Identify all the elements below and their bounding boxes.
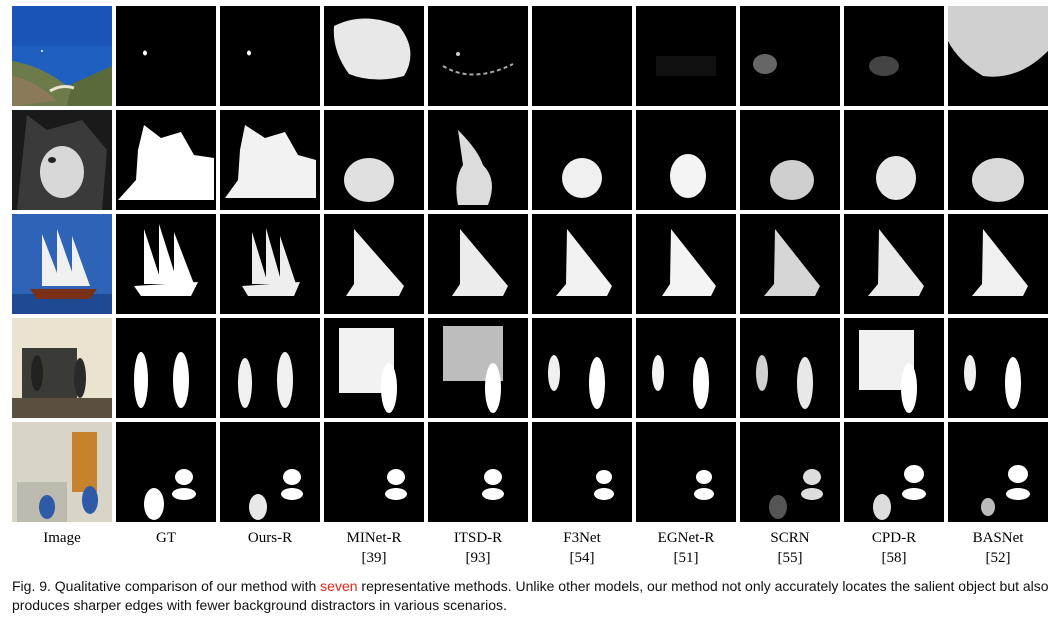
minet-mask-sailboat — [324, 214, 424, 314]
itsd-mask-pedestrians — [428, 318, 528, 418]
itsd-mask-sailboat — [428, 214, 528, 314]
cpd-mask-cat — [844, 110, 944, 210]
figure-caption: Fig. 9. Qualitative comparison of our me… — [12, 577, 1052, 615]
input-image-pedestrians — [12, 318, 112, 418]
ours-mask-cat — [220, 110, 320, 210]
column-name: ITSD-R — [453, 530, 503, 546]
minet-mask-lab — [324, 422, 424, 522]
cpd-mask-pedestrians — [844, 318, 944, 418]
itsd-mask-lab — [428, 422, 528, 522]
f3net-mask-cat — [532, 110, 632, 210]
minet-mask-cat — [324, 110, 424, 210]
f3net-mask-sailboat — [532, 214, 632, 314]
gt-mask-coast — [116, 6, 216, 106]
column-reference: [93] — [465, 550, 491, 566]
basnet-mask-sailboat — [948, 214, 1048, 314]
column-label-minet: MINet-R [39] — [322, 528, 426, 568]
input-image-lab — [12, 422, 112, 522]
column-name: CPD-R — [871, 530, 917, 546]
column-label-egnet: EGNet-R [51] — [634, 528, 738, 568]
gt-mask-pedestrians — [116, 318, 216, 418]
f3net-mask-pedestrians — [532, 318, 632, 418]
column-label-f3net: F3Net [54] — [530, 528, 634, 568]
column-name: SCRN — [770, 530, 810, 546]
ours-mask-pedestrians — [220, 318, 320, 418]
column-name: BASNet — [972, 530, 1024, 546]
column-label-ours: Ours-R — [218, 528, 322, 548]
column-label-basnet: BASNet [52] — [946, 528, 1050, 568]
cpd-mask-sailboat — [844, 214, 944, 314]
minet-mask-pedestrians — [324, 318, 424, 418]
column-reference: [51] — [673, 550, 699, 566]
egnet-mask-lab — [636, 422, 736, 522]
column-name: Ours-R — [247, 530, 293, 546]
column-name: Image — [43, 530, 81, 546]
f3net-mask-coast — [532, 6, 632, 106]
cpd-mask-coast — [844, 6, 944, 106]
scrn-mask-lab — [740, 422, 840, 522]
egnet-mask-sailboat — [636, 214, 736, 314]
column-label-scrn: SCRN [55] — [738, 528, 842, 568]
egnet-mask-pedestrians — [636, 318, 736, 418]
column-reference: [54] — [569, 550, 595, 566]
column-reference: [39] — [361, 550, 387, 566]
scrn-mask-sailboat — [740, 214, 840, 314]
column-reference: [52] — [985, 550, 1011, 566]
column-name: MINet-R — [346, 530, 402, 546]
basnet-mask-cat — [948, 110, 1048, 210]
ours-mask-lab — [220, 422, 320, 522]
column-name: GT — [156, 530, 176, 546]
egnet-mask-cat — [636, 110, 736, 210]
basnet-mask-pedestrians — [948, 318, 1048, 418]
itsd-mask-cat — [428, 110, 528, 210]
gt-mask-lab — [116, 422, 216, 522]
basnet-mask-lab — [948, 422, 1048, 522]
column-reference: [55] — [777, 550, 803, 566]
column-reference: [58] — [881, 550, 907, 566]
scrn-mask-cat — [740, 110, 840, 210]
minet-mask-coast — [324, 6, 424, 106]
gt-mask-cat — [116, 110, 216, 210]
caption-prefix: Fig. 9. Qualitative comparison of our me… — [12, 578, 321, 594]
input-image-cat — [12, 110, 112, 210]
caption-suffix: representative methods. Unlike other mod… — [12, 578, 1049, 613]
input-image-sailboat — [12, 214, 112, 314]
itsd-mask-coast — [428, 6, 528, 106]
column-label-image: Image — [10, 528, 114, 548]
basnet-mask-coast — [948, 6, 1048, 106]
ours-mask-coast — [220, 6, 320, 106]
column-label-gt: GT — [114, 528, 218, 548]
cpd-mask-lab — [844, 422, 944, 522]
column-label-itsd: ITSD-R [93] — [426, 528, 530, 568]
caption-highlight: seven — [320, 578, 358, 594]
scrn-mask-pedestrians — [740, 318, 840, 418]
column-name: EGNet-R — [657, 530, 715, 546]
gt-mask-sailboat — [116, 214, 216, 314]
ours-mask-sailboat — [220, 214, 320, 314]
column-name: F3Net — [563, 530, 601, 546]
scrn-mask-coast — [740, 6, 840, 106]
egnet-mask-coast — [636, 6, 736, 106]
input-image-coast — [12, 6, 112, 106]
column-label-cpd: CPD-R [58] — [842, 528, 946, 568]
f3net-mask-lab — [532, 422, 632, 522]
